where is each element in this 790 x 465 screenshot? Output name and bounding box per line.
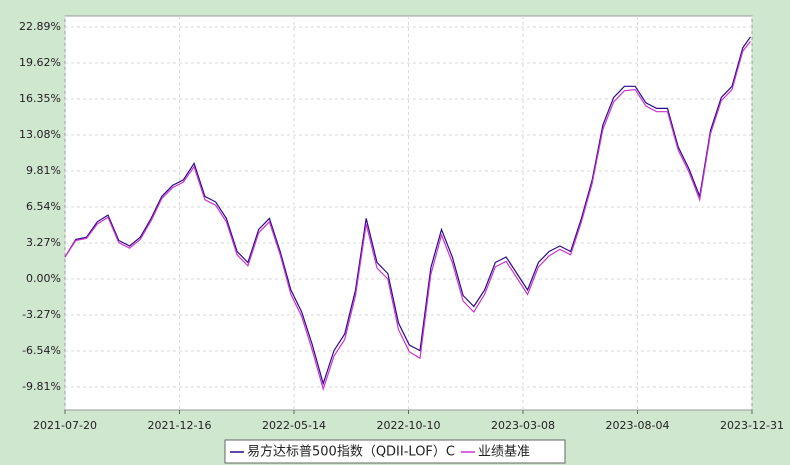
lines xyxy=(64,36,751,392)
y-tick-label: 16.35% xyxy=(19,92,61,105)
y-tick-label: -3.27% xyxy=(22,308,61,321)
y-tick-label: 13.08% xyxy=(19,128,61,141)
y-tick-label: 19.62% xyxy=(19,56,61,69)
y-tick-label: 3.27% xyxy=(26,236,61,249)
x-tick-label: 2023-03-08 xyxy=(491,419,555,432)
y-tick-label: -6.54% xyxy=(22,344,61,357)
legend-label: 易方达标普500指数（QDII-LOF）C xyxy=(247,444,455,460)
x-tick-label: 2022-05-14 xyxy=(262,419,326,432)
x-tick-label: 2021-12-16 xyxy=(148,419,212,432)
legend xyxy=(224,439,566,464)
x-tick-label: 2023-08-04 xyxy=(606,419,670,432)
y-tick-label: -9.81% xyxy=(22,380,61,393)
series-line xyxy=(64,36,751,386)
y-tick-label: 6.54% xyxy=(26,200,61,213)
legend-label: 业绩基准 xyxy=(478,445,530,460)
x-tick-label: 2021-07-20 xyxy=(33,419,97,432)
series-line xyxy=(64,40,751,392)
y-tick-label: 0.00% xyxy=(26,272,61,285)
y-tick-label: 9.81% xyxy=(26,164,61,177)
x-tick-label: 2023-12-31 xyxy=(720,419,784,432)
y-tick-label: 22.89% xyxy=(19,20,61,33)
x-tick-label: 2022-10-10 xyxy=(377,419,441,432)
